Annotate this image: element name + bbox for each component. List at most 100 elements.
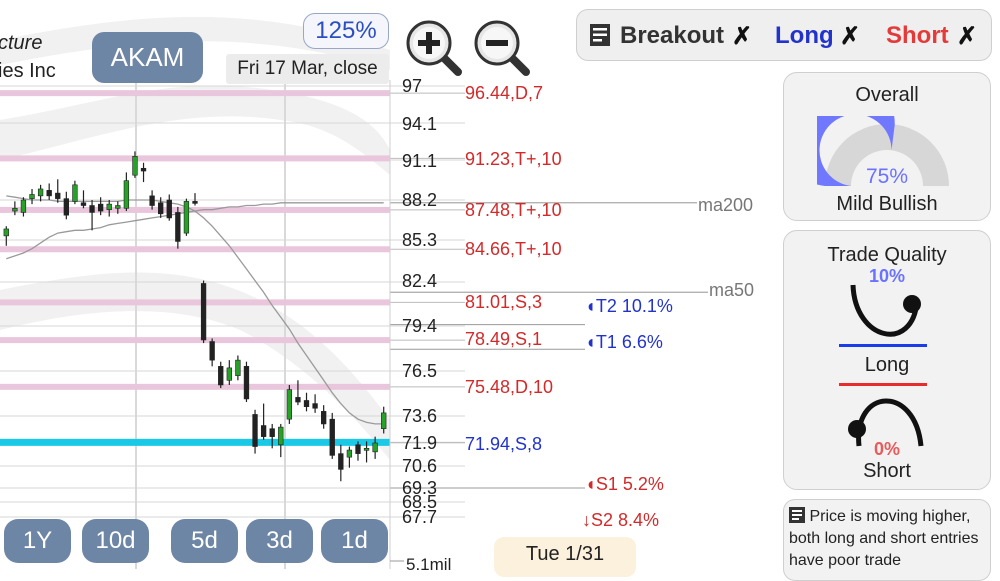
shade-band [0,85,390,175]
candle-down [303,400,310,407]
date-label: Fri 17 Mar, close [226,54,389,84]
resistance-level-band [0,246,390,253]
candle-down [140,167,147,172]
price-tick: 70.6 [402,456,438,476]
resistance-level-band [0,155,390,162]
ma50-line [6,195,384,425]
range-button-10d[interactable]: 10d [82,519,149,563]
ma50-label: ma50 [709,280,755,300]
candle-up [363,448,370,451]
price-tick: 91.1 [402,151,438,171]
candle-up [29,194,35,199]
resistance-level-band [0,206,390,213]
long-quality-percent: 10% [868,266,906,286]
hover-date-label: Tue 1/31 [494,537,636,577]
candle-down [158,202,164,215]
overall-panel: Overall 75% Mild Bullish [783,72,991,221]
price-tick: 67.7 [402,507,438,527]
analysis-message: Price is moving higher, both long and sh… [783,499,991,581]
price-tick: 97 [402,76,423,96]
level-label: 78.49,S,1 [465,329,543,349]
candle-up [381,412,387,430]
list-icon [789,507,805,523]
candle-down [80,202,87,206]
level-label: 75.48,D,10 [465,377,554,397]
candle-down [321,411,327,425]
range-button-1y[interactable]: 1Y [4,519,71,563]
candle-up [183,201,190,234]
candle-up [3,228,9,237]
short-quality-curve [848,398,924,447]
analysis-text: Price is moving higher, both long and sh… [789,508,979,569]
overall-verdict: Mild Bullish [836,193,938,215]
breakout-cross-icon: ✗ [732,23,753,50]
overall-percent: 75% [865,165,909,188]
short-line [839,383,927,386]
candle-down [355,444,361,454]
short-quality-label: Short [863,460,911,482]
candle-down [192,201,198,204]
candle-down [243,366,250,400]
half-circle-icon: ◖ [585,332,596,352]
short-quality-percent: 0% [873,439,900,459]
candle-down [63,198,69,216]
candle-down [89,205,95,213]
price-chart[interactable] [0,0,1000,569]
candle-up [123,180,130,209]
candle-down [329,418,335,456]
target-s2: ↓S2 8.4% [582,510,660,530]
candle-up [37,188,44,197]
level-label: 87.48,T+,10 [465,200,562,220]
strategy-short[interactable]: Short [886,22,949,49]
strategy-long[interactable]: Long [775,22,834,49]
support-level-line [0,438,390,446]
level-label: 81.01,S,3 [465,292,543,312]
candle-down [252,414,258,447]
shade-band [0,272,390,460]
candle-up [12,207,18,212]
short-cross-icon: ✗ [957,23,978,50]
level-label: 91.23,T+,10 [465,149,562,169]
candle-down [166,199,172,219]
overall-title: Overall [855,84,919,106]
candle-up [286,389,293,420]
candle-up [372,442,378,453]
volume-label: 5.1mil [406,555,452,574]
price-tick: 71.9 [402,433,438,453]
candle-down [295,397,301,403]
candle-up [115,205,121,209]
candle-down [218,366,224,386]
resistance-level-band [0,383,390,390]
half-circle-icon: ◖ [585,296,596,316]
zoom-in-icon[interactable] [404,18,464,78]
price-tick: 94.1 [402,114,438,134]
level-label: 96.44,D,7 [465,83,544,103]
candle-down [200,283,207,341]
strategy-breakout[interactable]: Breakout [620,22,725,49]
price-tick: 69.3 [402,478,438,498]
down-arrow-icon: ↓ [582,510,591,530]
candle-down [260,425,267,437]
candle-up [20,199,27,213]
trade-quality-title: Trade Quality [827,244,947,266]
candle-down [269,428,275,437]
candle-up [106,203,112,210]
ticker-button[interactable]: AKAM [92,32,203,83]
resistance-level-band [0,299,390,306]
candle-down [312,403,318,409]
strategy-bar: Breakout ✗ Long ✗ Short ✗ [576,9,992,61]
zoom-out-icon[interactable] [472,18,532,78]
overall-gauge [817,116,949,186]
range-button-1d[interactable]: 1d [321,519,388,563]
candle-down [97,203,104,212]
candle-down [55,192,61,199]
company-name-line1: cture [0,32,43,54]
range-button-5d[interactable]: 5d [171,519,238,563]
level-label: 71.94,S,8 [465,434,543,454]
zoom-level[interactable]: 125% [303,13,389,49]
price-tick: 68.5 [402,492,438,512]
candle-down [149,195,155,206]
candle-up [346,449,353,458]
range-button-3d[interactable]: 3d [246,519,313,563]
long-cross-icon: ✗ [840,23,861,50]
